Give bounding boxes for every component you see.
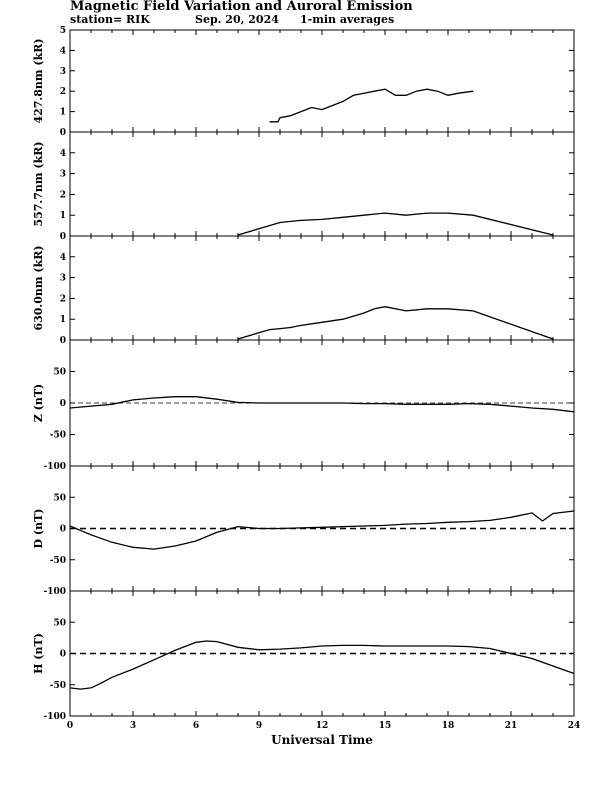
y-tick-label: 3 [60, 274, 66, 284]
x-tick-label: 15 [379, 721, 392, 731]
y-tick-label: 4 [60, 253, 66, 263]
series-line [237, 212, 554, 236]
panel-frame [69, 235, 575, 341]
panel-5: -100 -50 0 50 D (nT) [32, 465, 575, 597]
y-tick-label: 1 [60, 108, 66, 118]
panel-3: 0 1 2 3 4 630.0nm (kR) [32, 235, 575, 346]
y-axis-label: 557.7nm (kR) [32, 141, 45, 226]
y-axis-label: Z (nT) [32, 384, 45, 422]
y-tick-label: 2 [60, 190, 66, 200]
series-line [237, 306, 554, 340]
x-tick-label: 0 [67, 721, 73, 731]
y-tick-label: -100 [43, 712, 66, 722]
y-tick-label: 50 [53, 493, 66, 503]
y-tick-label: 2 [60, 294, 66, 304]
y-tick-label: 5 [60, 26, 66, 36]
y-tick-label: 50 [53, 368, 66, 378]
station-label: station= RIK [70, 13, 150, 26]
panel-frame [69, 131, 575, 237]
x-tick-label: 18 [442, 721, 455, 731]
y-tick-label: 0 [60, 232, 66, 242]
series-line [69, 396, 575, 413]
y-tick-label: 0 [60, 525, 66, 535]
y-axis-label: D (nT) [32, 509, 45, 549]
y-tick-label: 3 [60, 170, 66, 180]
x-tick-label: 6 [193, 721, 199, 731]
y-tick-label: 4 [60, 149, 66, 159]
y-tick-label: -50 [50, 431, 66, 441]
y-tick-label: 0 [60, 650, 66, 660]
chart-title: Magnetic Field Variation and Auroral Emi… [70, 0, 413, 14]
y-tick-label: 4 [60, 46, 66, 56]
y-axis-label: H (nT) [32, 633, 45, 674]
x-tick-label: 12 [316, 721, 329, 731]
x-tick-label: 21 [505, 721, 518, 731]
series-line [69, 640, 575, 690]
averaging-label: 1-min averages [300, 13, 394, 26]
y-tick-label: 50 [53, 618, 66, 628]
y-tick-label: -100 [43, 462, 66, 472]
y-tick-label: 0 [60, 128, 66, 138]
y-tick-label: 1 [60, 211, 66, 221]
series-line [69, 510, 575, 550]
panel-1: 0 1 2 3 4 5 427.8nm (kR) [32, 26, 575, 138]
panel-6: -100 -50 0 50 H (nT) 0 3 6 9 12 15 18 21 24 Universal … [32, 590, 581, 747]
date-label: Sep. 20, 2024 [195, 13, 279, 26]
y-tick-label: -50 [50, 681, 66, 691]
panel-2: 0 1 2 3 4 557.7nm (kR) [32, 131, 575, 242]
y-axis-label: 630.0nm (kR) [32, 245, 45, 330]
y-tick-label: 2 [60, 87, 66, 97]
x-tick-label: 9 [256, 721, 262, 731]
panel-frame [69, 29, 575, 133]
panel-4: -100 -50 0 50 Z (nT) [32, 339, 575, 472]
y-tick-label: -50 [50, 556, 66, 566]
y-tick-label: -100 [43, 587, 66, 597]
y-tick-label: 0 [60, 336, 66, 346]
x-tick-label: 24 [568, 721, 581, 731]
series-line [269, 88, 474, 123]
y-tick-label: 1 [60, 315, 66, 325]
y-axis-label: 427.8nm (kR) [32, 38, 45, 123]
y-tick-label: 0 [60, 399, 66, 409]
x-axis-label: Universal Time [271, 733, 373, 747]
y-tick-label: 3 [60, 67, 66, 77]
x-tick-label: 3 [130, 721, 136, 731]
